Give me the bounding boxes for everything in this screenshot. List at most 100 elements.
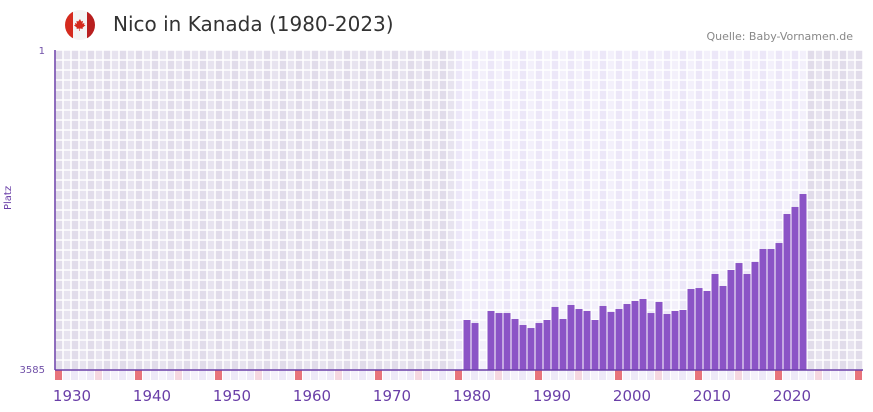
year-marker — [727, 370, 734, 380]
year-marker — [311, 370, 318, 380]
year-marker — [711, 370, 718, 380]
bar-2001 — [623, 304, 631, 370]
year-marker — [847, 370, 854, 380]
bar-2012 — [711, 274, 719, 370]
year-marker — [735, 370, 742, 380]
bar-1993 — [559, 319, 567, 370]
bar-1987 — [511, 319, 519, 370]
bar-2017 — [751, 261, 759, 370]
x-tick-label: 1940 — [133, 387, 171, 405]
x-tick-label: 1980 — [453, 387, 491, 405]
year-marker — [199, 370, 206, 380]
bar-1988 — [519, 325, 527, 370]
year-marker — [455, 370, 462, 380]
year-marker — [607, 370, 614, 380]
bar-2002 — [631, 300, 639, 370]
year-marker — [583, 370, 590, 380]
year-marker — [679, 370, 686, 380]
year-marker — [783, 370, 790, 380]
year-marker — [535, 370, 542, 380]
bar-1999 — [607, 311, 615, 370]
source-link[interactable]: Quelle: Baby-Vornamen.de — [706, 30, 853, 43]
year-marker — [431, 370, 438, 380]
bar-1981 — [463, 320, 471, 370]
year-marker — [303, 370, 310, 380]
bar-2021 — [783, 214, 791, 370]
year-marker — [599, 370, 606, 380]
year-marker — [719, 370, 726, 380]
year-marker — [767, 370, 774, 380]
year-marker — [103, 370, 110, 380]
bar-2009 — [687, 289, 695, 370]
year-marker — [855, 370, 862, 380]
year-marker — [575, 370, 582, 380]
year-marker — [751, 370, 758, 380]
year-marker — [335, 370, 342, 380]
year-marker — [511, 370, 518, 380]
y-tick-label: 3585 — [20, 365, 45, 376]
year-marker — [207, 370, 214, 380]
year-marker — [447, 370, 454, 380]
bar-1998 — [599, 305, 607, 370]
year-marker — [367, 370, 374, 380]
year-marker — [247, 370, 254, 380]
year-marker — [831, 370, 838, 380]
year-marker — [415, 370, 422, 380]
bar-2003 — [639, 299, 647, 370]
year-marker — [95, 370, 102, 380]
bar-1994 — [567, 305, 575, 370]
year-marker — [551, 370, 558, 380]
bar-1989 — [527, 328, 535, 370]
bar-1985 — [495, 313, 503, 370]
year-marker — [271, 370, 278, 380]
year-marker — [663, 370, 670, 380]
year-marker — [319, 370, 326, 380]
year-marker — [55, 370, 62, 380]
bar-2013 — [719, 285, 727, 370]
year-marker — [799, 370, 806, 380]
year-marker — [399, 370, 406, 380]
year-marker — [655, 370, 662, 380]
year-marker — [287, 370, 294, 380]
year-marker — [471, 370, 478, 380]
year-marker — [703, 370, 710, 380]
year-marker — [647, 370, 654, 380]
year-marker — [487, 370, 494, 380]
year-marker — [359, 370, 366, 380]
year-marker — [391, 370, 398, 380]
bar-2022 — [791, 206, 799, 370]
year-marker — [375, 370, 382, 380]
bar-1984 — [487, 310, 495, 370]
year-marker — [215, 370, 222, 380]
bar-1995 — [575, 309, 583, 370]
bar-1990 — [535, 323, 543, 370]
year-marker — [527, 370, 534, 380]
bar-1996 — [583, 310, 591, 370]
bar-1992 — [551, 306, 559, 370]
year-marker — [183, 370, 190, 380]
year-marker — [231, 370, 238, 380]
year-marker — [175, 370, 182, 380]
year-marker — [743, 370, 750, 380]
year-marker — [823, 370, 830, 380]
bar-2000 — [615, 309, 623, 370]
bar-2023 — [799, 194, 807, 370]
year-marker — [623, 370, 630, 380]
year-marker — [639, 370, 646, 380]
year-marker — [127, 370, 134, 380]
x-tick-label: 1950 — [213, 387, 251, 405]
year-marker — [591, 370, 598, 380]
year-marker — [543, 370, 550, 380]
y-tick-label: 1 — [39, 46, 45, 57]
year-marker — [695, 370, 702, 380]
year-marker — [495, 370, 502, 380]
year-marker — [423, 370, 430, 380]
year-marker — [295, 370, 302, 380]
bar-1997 — [591, 320, 599, 370]
x-tick-label: 2010 — [693, 387, 731, 405]
bar-2007 — [671, 310, 679, 370]
bar-2015 — [735, 263, 743, 370]
year-marker — [439, 370, 446, 380]
year-marker — [351, 370, 358, 380]
